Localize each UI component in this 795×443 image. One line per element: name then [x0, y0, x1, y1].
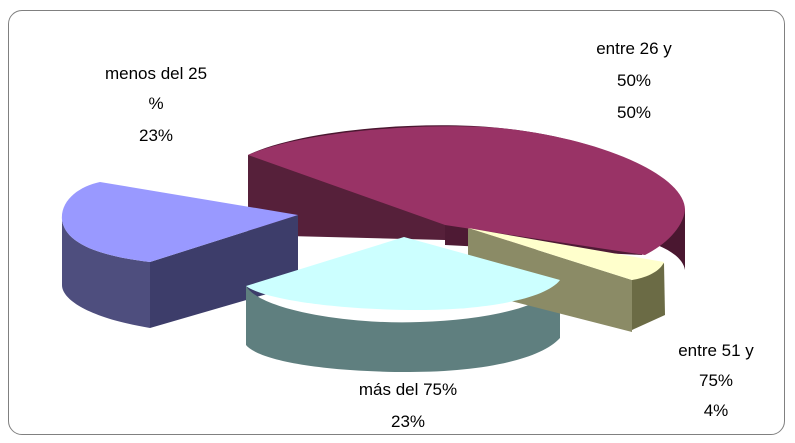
- label-menos-del-25: menos del 25 % 23%: [105, 64, 207, 145]
- svg-text:más del 75%: más del 75%: [359, 380, 457, 399]
- slice-menos-25-front: [150, 215, 298, 328]
- label-mas-del-75: más del 75% 23%: [359, 380, 457, 431]
- label-entre-51-y-75: entre 51 y 75% 4%: [678, 341, 754, 420]
- svg-text:50%: 50%: [617, 103, 651, 122]
- slice-menos-25-side: [62, 220, 150, 328]
- svg-text:23%: 23%: [391, 412, 425, 431]
- slice-entre-51-75-side: [632, 263, 665, 330]
- svg-text:menos del 25: menos del 25: [105, 64, 207, 83]
- slice-entre-51-75-top: [468, 228, 664, 280]
- svg-text:entre 51 y: entre 51 y: [678, 341, 754, 360]
- svg-text:50%: 50%: [617, 71, 651, 90]
- svg-text:entre 26 y: entre 26 y: [596, 39, 672, 58]
- slice-entre-26-y-50-top: [248, 126, 685, 256]
- svg-text:%: %: [148, 94, 163, 113]
- slice-mas-75-top: [246, 237, 560, 310]
- slice-mas-75-side: [246, 280, 560, 372]
- label-entre-26-y-50: entre 26 y 50% 50%: [596, 39, 672, 122]
- slice-menos-25-top: [61, 182, 298, 262]
- svg-text:75%: 75%: [699, 371, 733, 390]
- svg-text:23%: 23%: [139, 126, 173, 145]
- svg-text:4%: 4%: [704, 401, 729, 420]
